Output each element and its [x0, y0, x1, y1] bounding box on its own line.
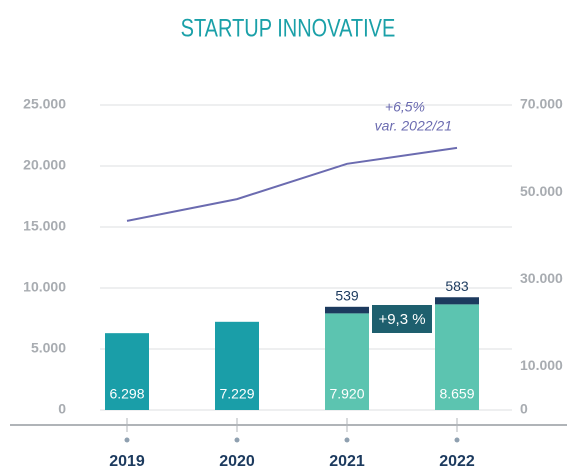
x-tick-label: 2022	[439, 453, 475, 470]
bar	[435, 304, 479, 410]
y-tick-label: 25.000	[23, 96, 66, 112]
annotation: var. 2022/21	[375, 118, 452, 134]
bar-label: 6.298	[109, 386, 144, 402]
annotation: +6,5%	[385, 99, 425, 115]
bar	[325, 313, 369, 410]
bar-label: 7.229	[219, 386, 254, 402]
plot: 0 5.000 10.000 15.000 20.000 25.000 0 10.000 30.…	[10, 96, 567, 470]
chart-title: STARTUP INNOVATIVE	[181, 15, 396, 43]
y2-tick-label: 10.000	[520, 357, 563, 373]
x-tick-label: 2021	[329, 453, 365, 470]
y2-tick-label: 0	[520, 401, 528, 417]
bar	[215, 321, 259, 410]
segment-label: 539	[335, 288, 359, 304]
x-tick-dot	[454, 437, 460, 443]
y-tick-label: 20.000	[23, 157, 66, 173]
segment-label: 583	[445, 278, 469, 294]
y-tick-label: 10.000	[23, 279, 66, 295]
y-tick-label: 0	[58, 401, 66, 417]
line	[126, 146, 458, 222]
x-tick-label: 2020	[219, 453, 255, 470]
y2-tick-label: 30.000	[520, 270, 563, 286]
x-tick-label: 2019	[109, 453, 145, 470]
annotation: +9,3 %	[378, 311, 425, 328]
bar-label: 8.659	[439, 386, 474, 402]
x-tick-dot	[124, 437, 130, 443]
x-tick-dot	[234, 437, 240, 443]
bar-segment	[435, 297, 479, 305]
y-tick-label: 5.000	[31, 340, 66, 356]
y-tick-label: 15.000	[23, 218, 66, 234]
bar-segment	[325, 306, 369, 314]
y2-tick-label: 70.000	[520, 96, 563, 112]
y2-tick-label: 50.000	[520, 183, 563, 199]
bar	[105, 333, 149, 410]
x-tick-dot	[344, 437, 350, 443]
annotation-box	[372, 305, 432, 333]
bar-label: 7.920	[329, 386, 364, 402]
